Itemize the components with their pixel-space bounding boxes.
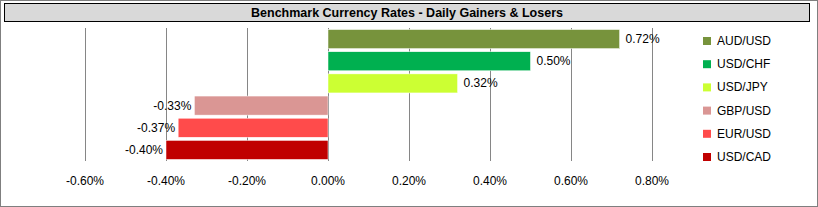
legend-label: USD/CAD (717, 150, 771, 164)
legend-swatch (703, 153, 711, 161)
legend-swatch (703, 37, 711, 45)
tick-label: -0.60% (66, 174, 104, 188)
tick-label: 0.00% (311, 174, 345, 188)
chart-border (1, 1, 818, 207)
bar (328, 30, 620, 49)
legend-swatch (703, 107, 711, 115)
bars (166, 30, 620, 160)
tick-label: 0.20% (392, 174, 426, 188)
bar (166, 140, 328, 159)
legend-label: GBP/USD (717, 104, 771, 118)
grid-line (652, 28, 653, 161)
legend-swatch (703, 60, 711, 68)
bar (194, 96, 328, 115)
legend-label: USD/JPY (717, 80, 768, 94)
title-band (5, 4, 810, 22)
tick-label: -0.40% (147, 174, 185, 188)
tick-label: 0.80% (635, 174, 669, 188)
data-label: -0.37% (137, 121, 175, 135)
bar (328, 52, 531, 71)
bar (178, 118, 328, 137)
data-label: 0.32% (464, 76, 498, 90)
data-label: 0.50% (537, 54, 571, 68)
legend-label: EUR/USD (717, 127, 771, 141)
legend-label: USD/CHF (717, 57, 770, 71)
legend-swatch (703, 130, 711, 138)
data-label: -0.33% (153, 99, 191, 113)
grid-line (85, 28, 86, 161)
tick-label: -0.20% (228, 174, 266, 188)
data-label: 0.72% (626, 32, 660, 46)
title: Benchmark Currency Rates - Daily Gainers… (251, 6, 563, 20)
legend-label: AUD/USD (717, 34, 771, 48)
legend-swatch (703, 83, 711, 91)
tick-label: 0.40% (473, 174, 507, 188)
chart: Benchmark Currency Rates - Daily Gainers… (0, 0, 818, 207)
data-label: -0.40% (125, 143, 163, 157)
bar (328, 74, 458, 93)
tick-label: 0.60% (554, 174, 588, 188)
